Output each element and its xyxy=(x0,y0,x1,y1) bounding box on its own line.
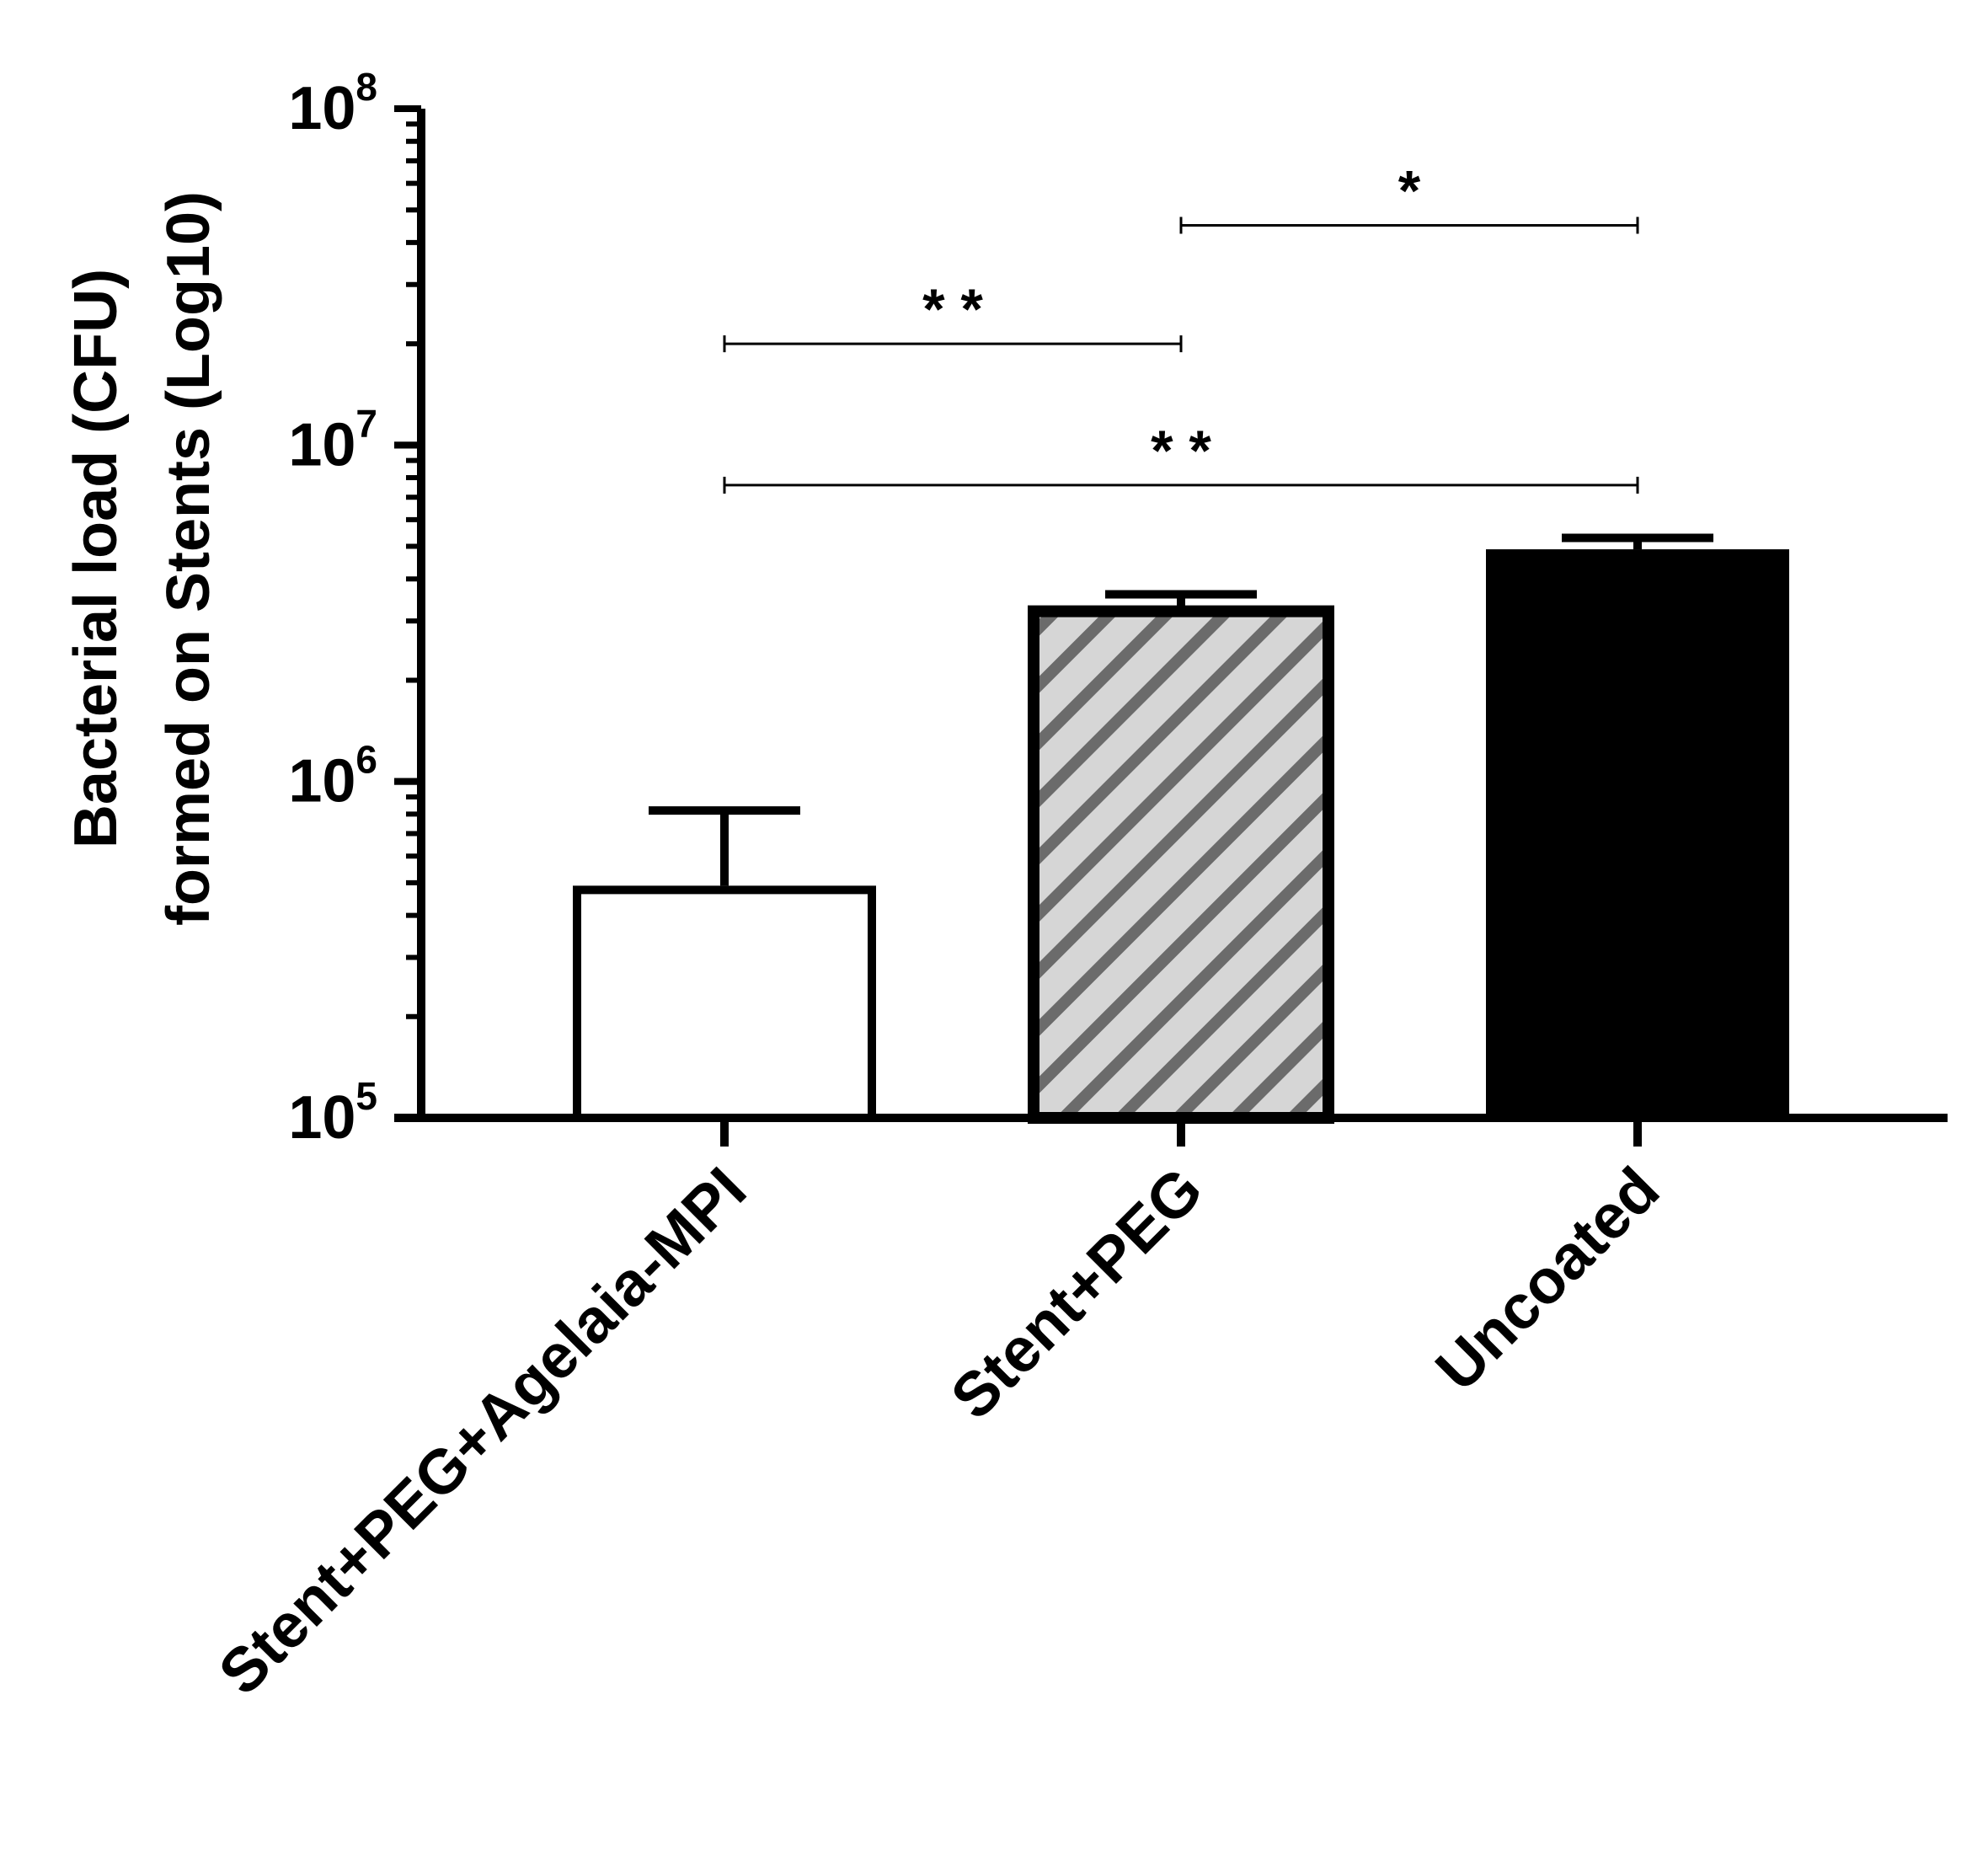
y-tick-label: 106 xyxy=(288,738,377,815)
x-tick-label: Stent+PEG+Agelaia-MPI xyxy=(206,1154,760,1708)
significance-label: * xyxy=(1398,158,1421,222)
axes xyxy=(394,109,1948,1122)
y-tick-label-exponent: 8 xyxy=(355,65,377,109)
bar-stent-peg-agelaia-mpi xyxy=(573,885,876,1122)
bar-uncoated xyxy=(1486,549,1789,1122)
bar-stent-peg xyxy=(1028,605,1334,1124)
y-tick-label-exponent: 6 xyxy=(355,738,377,782)
significance-label: * * xyxy=(922,277,983,341)
y-tick-label: 108 xyxy=(288,65,377,142)
y-tick-label-exponent: 5 xyxy=(355,1074,377,1118)
error-bars xyxy=(649,533,1713,886)
significance-label: * * xyxy=(1151,419,1211,483)
y-tick-label-base: 10 xyxy=(288,75,355,142)
y-tick-label-exponent: 7 xyxy=(355,401,377,445)
y-tick-label-base: 10 xyxy=(288,411,355,478)
y-axis-title-line-1: Bacterial load (CFU) xyxy=(62,269,130,848)
y-tick-label-base: 10 xyxy=(288,748,355,815)
y-tick-label-base: 10 xyxy=(288,1084,355,1152)
y-tick-label: 105 xyxy=(288,1074,377,1152)
y-axis-title: Bacterial load (CFU) formed on Stents (L… xyxy=(62,191,222,926)
bars xyxy=(573,549,1789,1124)
x-tick-label: Stent+PEG xyxy=(938,1154,1216,1433)
y-tick-label: 107 xyxy=(288,401,377,478)
x-axis-ticks: Stent+PEG+Agelaia-MPI Stent+PEG Uncoated xyxy=(206,1118,1672,1708)
significance-brackets: * * * * * xyxy=(723,158,1639,494)
y-axis-title-line-2: formed on Stents (Log10) xyxy=(155,191,222,926)
x-tick-label: Uncoated xyxy=(1422,1154,1672,1404)
